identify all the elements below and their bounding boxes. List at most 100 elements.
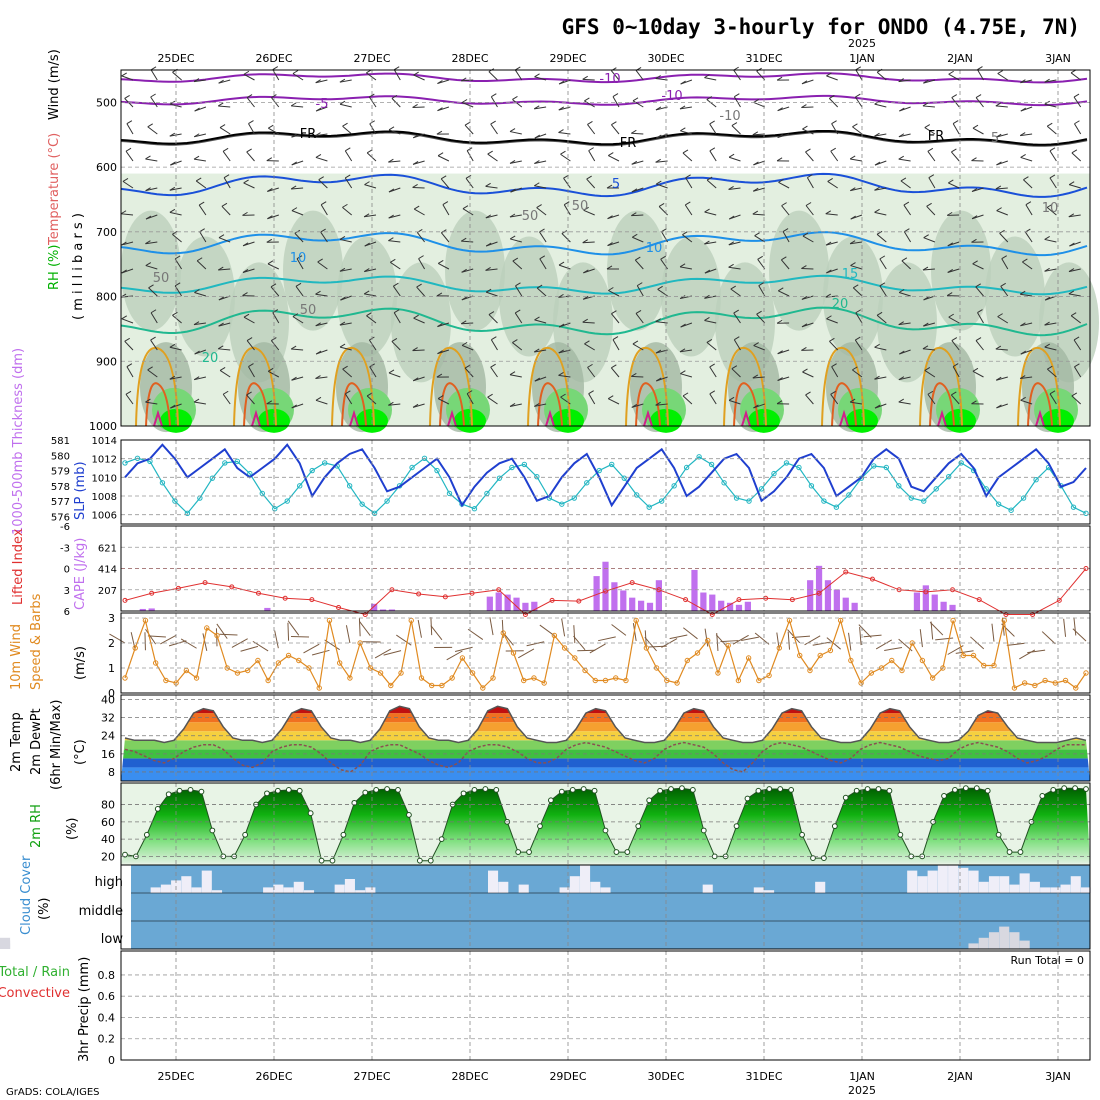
upper-wind-barb-flag (292, 313, 299, 318)
upper-wind-barb-flag (461, 268, 467, 273)
upper-wind-barb (704, 77, 717, 81)
wind-ylabel-b: Speed & Barbs (29, 593, 44, 690)
thickness-point (733, 495, 740, 501)
upper-wind-barb (368, 339, 377, 351)
cloud-high-bar (958, 867, 969, 893)
upper-wind-barb-flag (631, 403, 638, 408)
upper-wind-barb-flag (900, 177, 907, 182)
upper-wind-barb (685, 177, 693, 189)
bottom-day-label: 29DEC (549, 1070, 586, 1083)
cloud-high-bar (273, 884, 284, 893)
upper-wind-barb (412, 403, 425, 408)
thickness-point (833, 504, 840, 510)
wind-speed-point (296, 657, 302, 664)
upper-wind-barb (291, 105, 304, 108)
wind-barb (930, 621, 934, 640)
upper-wind-barb (195, 180, 207, 189)
cloud-level-middle: middle (79, 904, 123, 919)
cape-bar (531, 601, 538, 611)
upper-wind-barb-flag (999, 229, 1005, 234)
upper-wind-barb (490, 366, 498, 378)
upper-wind-barb-flag (952, 120, 959, 125)
upper-wind-barb-flag (1044, 343, 1051, 348)
upper-wind-barb-flag (777, 350, 783, 355)
upper-wind-barb-flag (752, 131, 759, 136)
rh-point (526, 849, 532, 855)
wind-speed-point (459, 655, 466, 661)
temp-ytick-label: 8 (108, 766, 115, 779)
upper-wind-barb (948, 182, 960, 189)
upper-wind-barb-flag (267, 260, 274, 265)
upper-wind-barb-flag (924, 124, 931, 128)
thickness-point (247, 470, 253, 477)
cloud-low-bar (978, 937, 989, 949)
wind-speed-line (124, 618, 1087, 690)
upper-wind-barb-flag (807, 174, 813, 179)
upper-wind-barb (948, 73, 960, 81)
top-day-label: 31DEC (745, 52, 782, 65)
upper-wind-barb-flag (753, 342, 759, 347)
temp-ytick-label: 24 (101, 730, 115, 743)
rh-point (384, 786, 390, 792)
upper-wind-barb-flag (242, 269, 249, 273)
upper-wind-barb (876, 233, 887, 243)
upper-wind-barb (512, 260, 523, 270)
upper-wind-barb-flag (995, 102, 1002, 107)
upper-wind-barb (243, 182, 255, 189)
contour-label: 10 (646, 241, 663, 256)
upper-wind-barb (1020, 156, 1033, 162)
wind-barb (383, 650, 402, 656)
upper-wind-barb (680, 266, 692, 270)
upper-wind-barb-flag (879, 255, 886, 260)
upper-wind-barb-flag (608, 287, 614, 291)
upper-wind-barb-flag (898, 289, 905, 293)
rh-area (121, 788, 1090, 864)
upper-wind-barb-flag (777, 134, 783, 138)
upper-wind-barb-flag (291, 133, 297, 138)
upper-wind-barb (1070, 72, 1081, 81)
cape-bar (735, 604, 743, 611)
upper-wind-barb (655, 403, 668, 406)
upper-wind-barb-flag (1020, 107, 1027, 112)
upper-ylabel-unit: ( m i l l i b a r s ) (71, 213, 86, 320)
upper-wind-barb (826, 75, 838, 81)
upper-wind-barb (778, 181, 790, 189)
contour-35 (937, 409, 947, 427)
upper-wind-barb-flag (850, 215, 856, 220)
upper-wind-barb (461, 322, 474, 325)
thickness-point (234, 458, 241, 465)
lifted-index-point (202, 580, 208, 586)
upper-wind-barb-flag (436, 373, 443, 378)
upper-wind-barb-flag (558, 293, 564, 298)
upper-wind-barb (223, 177, 231, 189)
upper-wind-barb-flag (805, 148, 811, 153)
upper-wind-barb-flag (972, 124, 979, 129)
upper-wind-barb (510, 238, 522, 243)
thickness-point (771, 470, 777, 477)
cloud-high-bar (1029, 881, 1040, 893)
thickness-ytick-label: 578 (51, 482, 70, 493)
upper-wind-barb-flag (801, 346, 807, 351)
cape-ylabel-right: CAPE (J/kg) (73, 538, 88, 610)
upper-wind-barb-flag (219, 367, 226, 371)
upper-wind-barb-flag (682, 392, 689, 397)
upper-wind-barb-flag (388, 214, 394, 219)
upper-wind-barb-flag (218, 79, 224, 84)
upper-wind-barb-flag (977, 309, 983, 314)
upper-wind-barb (125, 393, 134, 405)
upper-wind-barb (442, 204, 450, 216)
upper-wind-barb-flag (169, 375, 176, 380)
upper-wind-barb (272, 312, 280, 324)
slp-ytick-label: 1014 (92, 436, 117, 447)
upper-wind-barb (754, 235, 766, 243)
upper-wind-barb (731, 368, 741, 378)
upper-wind-barb (1044, 103, 1057, 108)
upper-wind-barb (512, 99, 523, 108)
upper-wind-barb (829, 340, 839, 351)
upper-wind-barb-flag (661, 228, 667, 233)
wind-speed-point (868, 670, 875, 676)
upper-wind-barb-flag (655, 401, 661, 406)
upper-wind-barb-flag (291, 376, 297, 381)
cloud-high-bar (487, 870, 499, 893)
thickness-point (921, 498, 927, 504)
